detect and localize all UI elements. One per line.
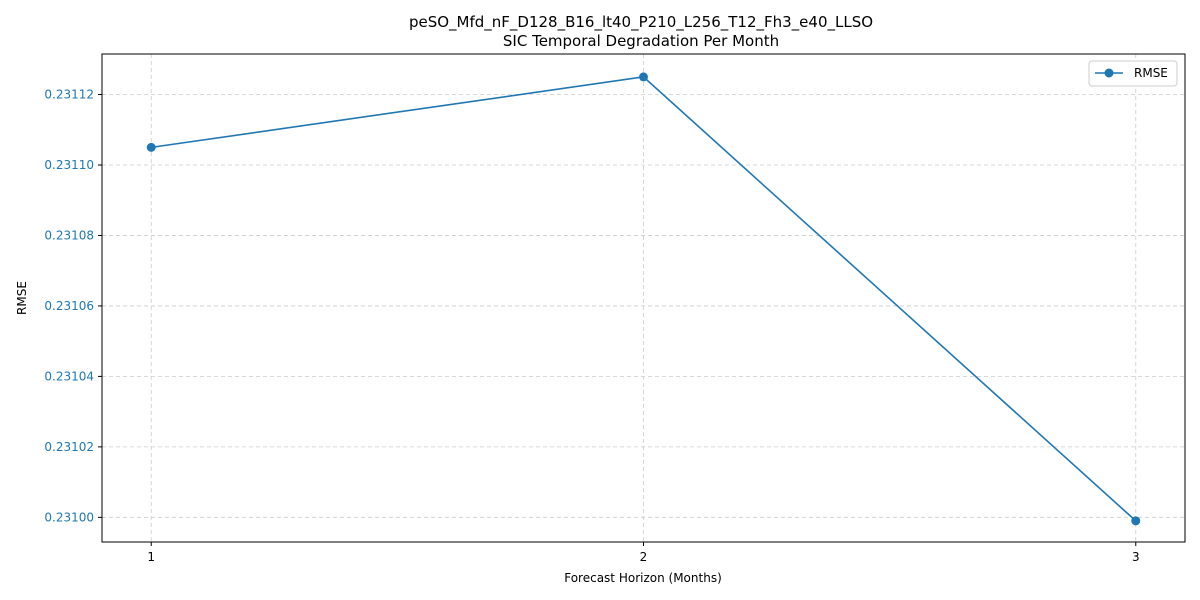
chart-title: peSO_Mfd_nF_D128_B16_lt40_P210_L256_T12_… xyxy=(409,13,873,32)
data-point xyxy=(1131,516,1141,526)
grid-lines xyxy=(102,54,1185,542)
x-axis-label: Forecast Horizon (Months) xyxy=(564,571,722,585)
legend-box xyxy=(1088,60,1178,87)
legend-label-rmse: RMSE xyxy=(1134,66,1168,80)
x-axis-ticks: 1 2 3 xyxy=(147,542,1140,564)
data-point xyxy=(146,142,156,152)
x-tick-label: 2 xyxy=(640,550,648,564)
y-axis-label: RMSE xyxy=(15,281,29,315)
y-tick-label: 0.23110 xyxy=(44,158,94,172)
legend: RMSE xyxy=(1088,60,1178,87)
series-group xyxy=(146,72,1141,526)
y-tick-label: 0.23104 xyxy=(44,369,94,383)
x-tick-label: 1 xyxy=(147,550,155,564)
y-tick-label: 0.23108 xyxy=(44,228,94,242)
data-point xyxy=(639,72,648,82)
y-tick-label: 0.23100 xyxy=(44,510,94,524)
chart-subtitle: SIC Temporal Degradation Per Month xyxy=(503,32,779,50)
legend-marker xyxy=(1104,68,1114,78)
y-tick-label: 0.23112 xyxy=(44,88,94,102)
y-tick-label: 0.23106 xyxy=(44,299,94,313)
x-tick-label: 3 xyxy=(1132,550,1140,564)
y-axis-ticks: 0.23100 0.23102 0.23104 0.23106 0.23108 0.231… xyxy=(44,88,102,524)
y-tick-label: 0.23102 xyxy=(44,440,94,454)
